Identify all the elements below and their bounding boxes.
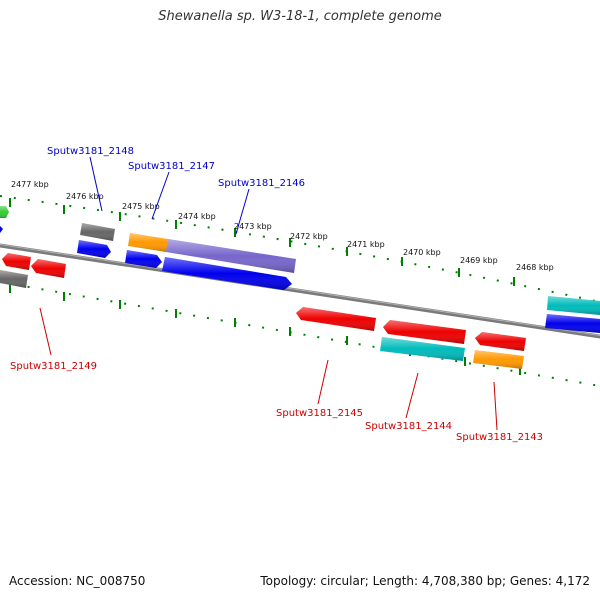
genome-backbone-highlight — [0, 244, 600, 337]
gene-label-sputw3181-2148[interactable]: Sputw3181_2148 — [47, 146, 134, 157]
gene-label-sputw3181-2143[interactable]: Sputw3181_2143 — [456, 432, 543, 443]
gene-label-sputw3181-2146[interactable]: Sputw3181_2146 — [218, 178, 305, 189]
gene-label-sputw3181-2149[interactable]: Sputw3181_2149 — [10, 361, 97, 372]
gene-feature-sputw3181-2149-red-a[interactable] — [2, 253, 31, 270]
gene-label-sputw3181-2144[interactable]: Sputw3181_2144 — [365, 421, 452, 432]
accession-text: Accession: NC_008750 — [9, 574, 146, 588]
gene-feature-sputw3181-2148-gray[interactable] — [80, 223, 115, 241]
outer-tick-ring — [0, 195, 600, 303]
tick-label: 2474 kbp — [178, 212, 216, 221]
tick-label: 2468 kbp — [516, 263, 554, 272]
gene-label-sputw3181-2147[interactable]: Sputw3181_2147 — [128, 161, 215, 172]
gene-feature-sputw3181-2145-red[interactable] — [296, 307, 376, 331]
tick-label: 2469 kbp — [460, 256, 498, 265]
gene-feature-sputw3181-2143-red[interactable] — [475, 332, 526, 351]
gene-feature-sputw3181-2146-blue[interactable] — [162, 257, 292, 290]
gene-feature-green[interactable] — [0, 206, 9, 218]
gene-feature-blue-left[interactable] — [0, 226, 3, 233]
gene-feature-sputw3181-2143-orange[interactable] — [473, 350, 524, 369]
genome-backbone — [0, 243, 600, 339]
tick-label: 2470 kbp — [403, 248, 441, 257]
gene-feature-sputw3181-2147-blue[interactable] — [125, 250, 162, 268]
gene-feature-sputw3181-2149-gray[interactable] — [0, 270, 28, 288]
label-leader-lines — [39, 156, 498, 431]
gene-feature-sputw3181-2146-purple[interactable] — [166, 239, 296, 273]
tick-label: 2476 kbp — [66, 192, 104, 201]
tick-label: 2471 kbp — [347, 240, 385, 249]
tick-label: 2477 kbp — [11, 180, 49, 189]
gene-label-sputw3181-2145[interactable]: Sputw3181_2145 — [276, 408, 363, 419]
gene-feature-sputw3181-2148-blue[interactable] — [77, 240, 111, 258]
gene-feature-sputw3181-2144-cyan[interactable] — [380, 337, 465, 361]
tick-label: 2472 kbp — [290, 232, 328, 241]
genome-summary-text: Topology: circular; Length: 4,708,380 bp… — [260, 574, 590, 588]
genome-title: Shewanella sp. W3-18-1, complete genome — [158, 9, 442, 24]
gene-feature-cyan-right[interactable] — [547, 296, 600, 315]
gene-feature-sputw3181-2147-orange[interactable] — [128, 233, 168, 252]
gene-feature-sputw3181-2144-red[interactable] — [383, 320, 466, 344]
inner-tick-ring — [0, 281, 600, 387]
tick-label: 2473 kbp — [234, 222, 272, 231]
tick-label: 2475 kbp — [122, 202, 160, 211]
gene-feature-blue-right[interactable] — [545, 314, 600, 333]
gene-feature-sputw3181-2149-red-b[interactable] — [31, 259, 66, 278]
